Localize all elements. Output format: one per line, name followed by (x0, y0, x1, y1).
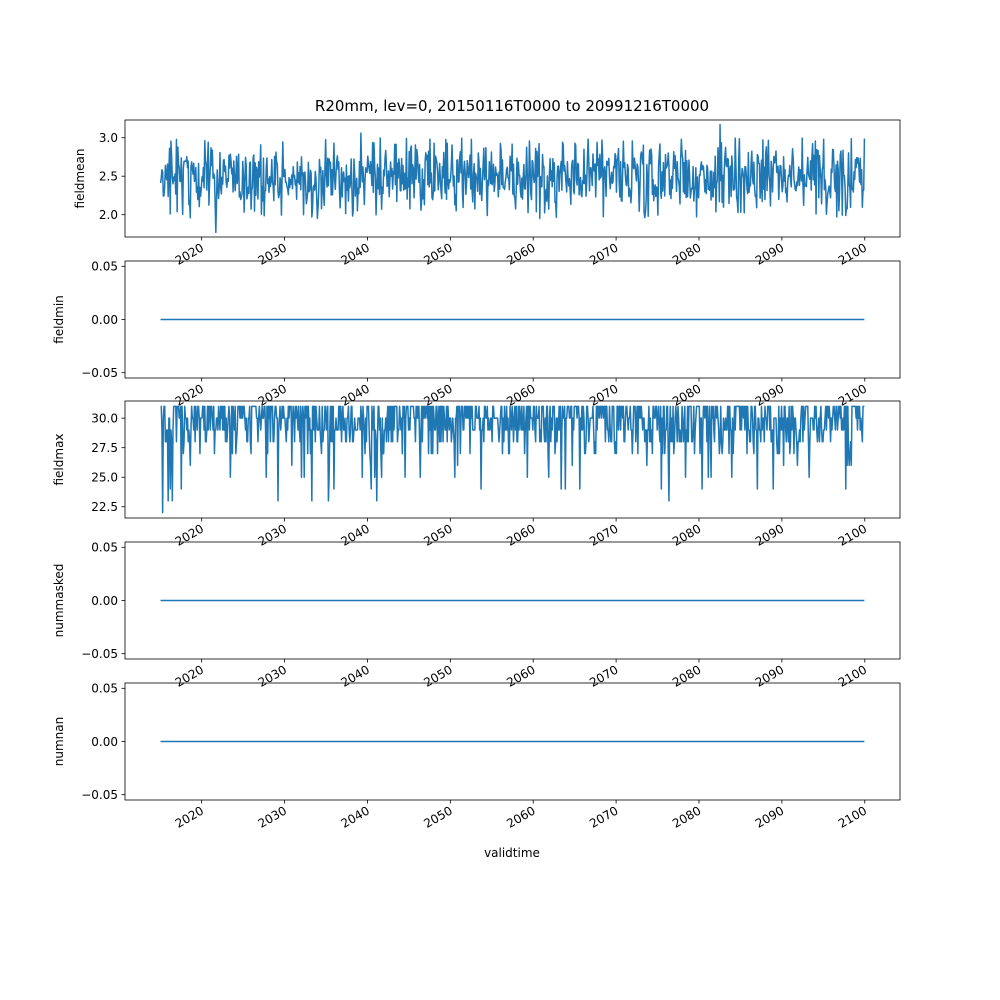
chart-title: R20mm, lev=0, 20150116T0000 to 20991216T… (315, 97, 709, 115)
x-axis-label: validtime (484, 846, 540, 860)
y-tick-label: 0.00 (91, 313, 118, 327)
y-axis-label: numnan (52, 717, 66, 766)
y-tick-label: −0.05 (81, 366, 118, 380)
y-axis-label: nummasked (52, 564, 66, 638)
y-tick-label: 0.00 (91, 594, 118, 608)
series-line-fieldmax (160, 405, 865, 514)
y-tick-label: 0.00 (91, 735, 118, 749)
y-tick-label: 0.05 (91, 541, 118, 555)
y-tick-label: 3.0 (99, 131, 118, 145)
y-tick-label: −0.05 (81, 788, 118, 802)
y-tick-label: 27.5 (91, 441, 118, 455)
y-tick-label: 0.05 (91, 682, 118, 696)
series-line-fieldmean (159, 123, 866, 234)
y-axis-label: fieldmin (52, 295, 66, 344)
axes-frame (124, 119, 901, 238)
y-tick-label: 0.05 (91, 260, 118, 274)
y-tick-label: −0.05 (81, 647, 118, 661)
y-axis-label: fieldmean (73, 149, 87, 209)
y-tick-label: 22.5 (91, 500, 118, 514)
y-tick-label: 30.0 (91, 411, 118, 425)
y-tick-label: 2.5 (99, 169, 118, 183)
axes-frame (124, 400, 901, 519)
y-tick-label: 25.0 (91, 471, 118, 485)
y-tick-label: 2.0 (99, 208, 118, 222)
y-axis-label: fieldmax (52, 433, 66, 485)
